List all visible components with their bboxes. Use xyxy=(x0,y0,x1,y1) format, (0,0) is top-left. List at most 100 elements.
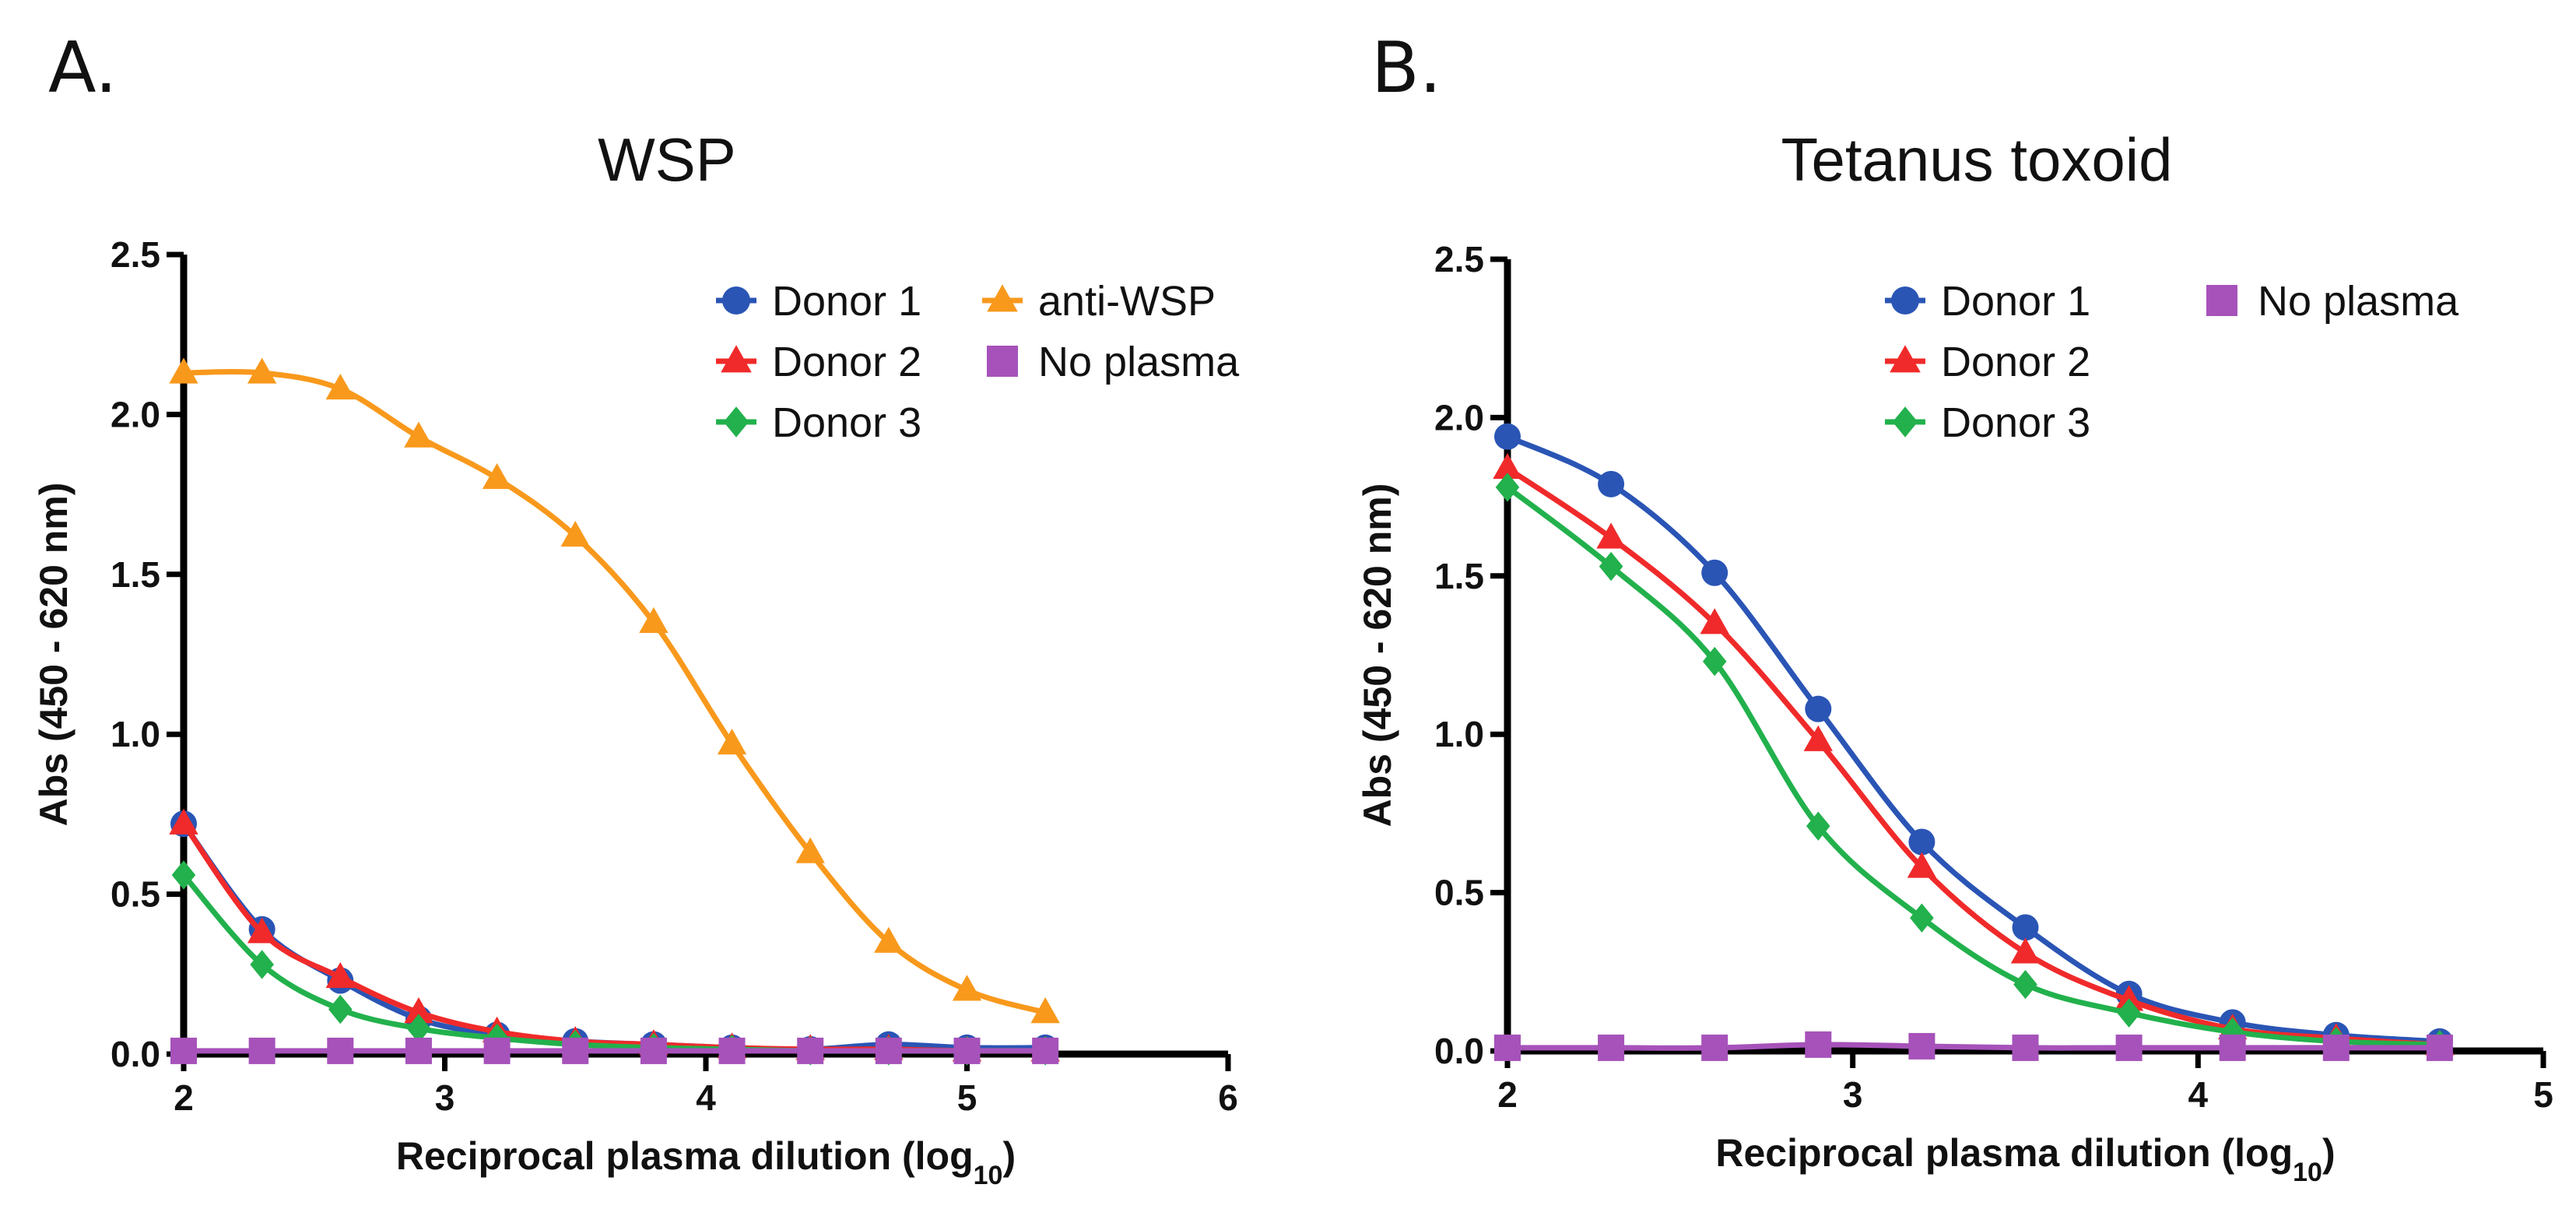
chart-1-point-donor-1 xyxy=(1494,423,1521,450)
chart-0-point-no-plasma xyxy=(640,1037,667,1064)
chart-0-y-tick-label: 1.0 xyxy=(111,714,160,754)
chart-1-point-donor-2 xyxy=(2010,937,2041,964)
chart-1-point-donor-1 xyxy=(1908,828,1936,856)
chart-1-legend-donor-1: Donor 1 xyxy=(1885,278,2090,325)
chart-1-line-donor-3 xyxy=(1505,485,2441,1048)
chart-1-point-donor-3 xyxy=(2013,969,2037,1000)
chart-0-point-no-plasma xyxy=(562,1037,589,1064)
chart-1-point-donor-2 xyxy=(1907,852,1937,878)
chart-1-y-tick-label: 1.5 xyxy=(1434,556,1484,596)
chart-1-point-no-plasma xyxy=(2012,1034,2039,1061)
chart-1-series-donor-1 xyxy=(1494,423,2453,1055)
chart-0-legend-label-donor-3: Donor 3 xyxy=(772,399,921,446)
chart-0-point-anti-wsp xyxy=(795,837,825,863)
panel-a-chart: 0.0 0.5 1.0 1.5 2.0 2.5 2 3 4 5 6 Reciprocal plasma… xyxy=(32,234,1240,1190)
chart-0-legend-marker-donor-2 xyxy=(721,345,752,373)
chart-0-y-tick-label: 2.5 xyxy=(111,234,160,275)
chart-0-x-tick-label: 6 xyxy=(1218,1077,1238,1118)
chart-1-x-tick-label: 3 xyxy=(1843,1074,1863,1115)
chart-0-point-anti-wsp xyxy=(639,606,669,634)
chart-0-point-donor-2 xyxy=(404,997,433,1024)
chart-0-legend-marker-donor-1 xyxy=(722,286,750,315)
chart-1-series-donor-3 xyxy=(1495,473,2452,1060)
chart-0-y-tick-label: 1.5 xyxy=(111,554,160,595)
chart-1-point-no-plasma xyxy=(1701,1034,1728,1061)
chart-1-point-no-plasma xyxy=(1494,1034,1521,1061)
chart-1-legend-donor-3: Donor 3 xyxy=(1885,399,2090,446)
chart-0-point-no-plasma xyxy=(718,1037,746,1064)
chart-1-legend-label-donor-2: Donor 2 xyxy=(1941,339,2090,385)
chart-0-point-anti-wsp xyxy=(874,926,904,953)
chart-0-y-tick-label: 0.0 xyxy=(111,1034,160,1074)
panel-b-title: Tetanus toxoid xyxy=(1781,125,2172,194)
chart-1-line-donor-1 xyxy=(1506,434,2441,1045)
chart-0-legend-label-no-plasma: No plasma xyxy=(1038,339,1240,385)
chart-1-point-donor-1 xyxy=(1701,559,1728,586)
chart-1-point-donor-2 xyxy=(1700,608,1729,634)
chart-0-point-donor-3 xyxy=(171,860,196,890)
chart-1-series-donor-2 xyxy=(1493,452,2455,1056)
chart-1-point-donor-3 xyxy=(1910,903,1934,933)
chart-1-legend-marker-donor-1 xyxy=(1891,286,1919,315)
chart-0-point-anti-wsp xyxy=(404,421,433,448)
chart-0-point-donor-2 xyxy=(169,808,198,835)
chart-1-point-no-plasma xyxy=(1908,1032,1936,1060)
chart-1-point-donor-1 xyxy=(2012,914,2039,941)
chart-0-y-tick-label: 0.5 xyxy=(111,874,160,915)
chart-1-point-donor-2 xyxy=(1596,522,1626,549)
chart-1-point-donor-3 xyxy=(2117,998,2141,1028)
chart-0-point-anti-wsp xyxy=(952,975,982,1001)
chart-0-x-tick-label: 4 xyxy=(696,1077,716,1118)
chart-1-legend-label-no-plasma: No plasma xyxy=(2258,278,2459,325)
chart-0-point-no-plasma xyxy=(248,1037,275,1064)
chart-1-legend-label-donor-3: Donor 3 xyxy=(1941,399,2090,446)
chart-1-point-donor-1 xyxy=(1598,470,1625,497)
chart-0-series-anti-wsp xyxy=(169,357,1060,1024)
chart-1-point-no-plasma xyxy=(2219,1034,2246,1061)
chart-1-point-no-plasma xyxy=(2426,1034,2453,1061)
panel-a-title: WSP xyxy=(598,125,736,194)
chart-0-point-anti-wsp xyxy=(247,357,277,384)
chart-0-point-anti-wsp xyxy=(169,357,198,384)
chart-1-point-donor-2 xyxy=(1803,725,1833,751)
chart-0-line-donor-1 xyxy=(181,822,1046,1053)
chart-1-point-donor-2 xyxy=(2114,985,2144,1011)
chart-0-point-donor-2 xyxy=(247,917,277,944)
chart-0-legend-donor-2: Donor 2 xyxy=(716,339,921,385)
chart-0-point-anti-wsp xyxy=(482,463,512,490)
chart-1-point-no-plasma xyxy=(2115,1034,2143,1061)
chart-0-y-axis-label: Abs (450 - 620 nm) xyxy=(32,483,75,827)
chart-1-legend-marker-donor-3 xyxy=(1892,406,1918,438)
chart-0-legend-donor-3: Donor 3 xyxy=(716,399,921,446)
chart-0-legend-label-donor-2: Donor 2 xyxy=(772,339,921,385)
chart-0-legend-marker-donor-3 xyxy=(723,406,749,438)
chart-1-legend-marker-donor-2 xyxy=(1890,345,1921,373)
chart-1-y-tick-label: 0.5 xyxy=(1434,873,1484,913)
chart-1-legend-donor-2: Donor 2 xyxy=(1885,339,2090,385)
chart-1-y-tick-label: 2.5 xyxy=(1434,239,1484,279)
chart-1-y-tick-label: 1.0 xyxy=(1434,714,1484,754)
chart-1-x-tick-label: 5 xyxy=(2533,1074,2553,1115)
chart-0-point-donor-3 xyxy=(328,994,353,1024)
chart-1-legend-label-donor-1: Donor 1 xyxy=(1941,278,2090,325)
chart-1-point-no-plasma xyxy=(1598,1034,1625,1061)
chart-1-line-no-plasma xyxy=(1507,1042,2440,1051)
chart-0-series-donor-1 xyxy=(170,810,1059,1063)
chart-1-x-axis-label: Reciprocal plasma dilution (log10) xyxy=(1715,1131,2335,1187)
chart-0-legend-label-anti-wsp: anti-WSP xyxy=(1038,278,1216,325)
chart-0-x-tick-label: 5 xyxy=(957,1077,977,1118)
panel-letter-b: B. xyxy=(1371,27,1441,109)
chart-0-line-donor-2 xyxy=(181,822,1046,1054)
chart-0-point-no-plasma xyxy=(327,1037,354,1064)
chart-0-legend-marker-no-plasma xyxy=(987,346,1018,377)
chart-1-y-axis-label: Abs (450 - 620 nm) xyxy=(1356,483,1399,828)
chart-1-legend-no-plasma: No plasma xyxy=(2206,278,2459,325)
chart-1-point-no-plasma xyxy=(1805,1031,1832,1058)
chart-1-point-donor-3 xyxy=(2220,1017,2244,1047)
chart-1-x-tick-label: 4 xyxy=(2188,1074,2209,1115)
chart-0-point-no-plasma xyxy=(483,1037,511,1064)
chart-1-point-donor-2 xyxy=(1493,452,1522,480)
panel-b-chart: 0.0 0.5 1.0 1.5 2.0 2.5 2 3 4 5 Reciprocal plasma … xyxy=(1356,239,2553,1187)
chart-0-x-tick-label: 2 xyxy=(174,1077,194,1118)
chart-0-x-axis-label: Reciprocal plasma dilution (log10) xyxy=(396,1134,1016,1190)
